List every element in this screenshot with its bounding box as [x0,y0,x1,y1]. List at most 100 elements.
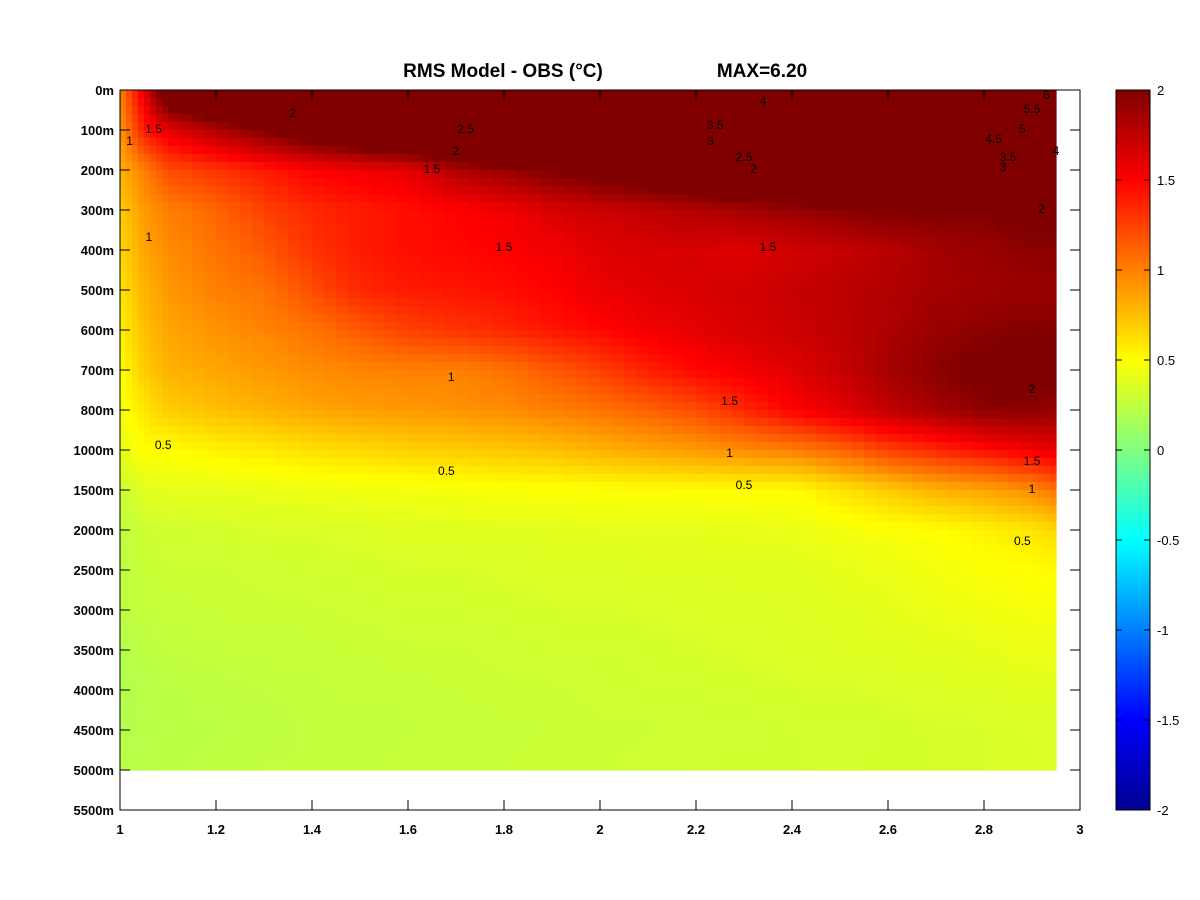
heatmap-cell [720,458,733,467]
heatmap-cell [504,234,517,243]
heatmap-cell [588,426,601,435]
heatmap-cell [348,162,361,171]
heatmap-cell [204,130,217,139]
heatmap-cell [816,330,829,339]
heatmap-cell [162,130,169,139]
heatmap-cell [1044,314,1051,323]
heatmap-cell [444,298,457,307]
heatmap-cell [168,378,181,387]
heatmap-cell [408,290,421,299]
heatmap-cell [480,338,493,347]
heatmap-cell [912,490,925,499]
heatmap-cell [576,282,589,291]
heatmap-cell [684,218,697,227]
heatmap-cell [138,410,145,419]
heatmap-cell [960,346,973,355]
heatmap-cell [420,538,433,547]
heatmap-cell [936,450,949,459]
heatmap-cell [648,434,661,443]
heatmap-cell [552,522,565,531]
heatmap-cell [612,154,625,163]
heatmap-cell [150,162,157,171]
heatmap-cell [600,186,613,195]
heatmap-cell [840,154,853,163]
heatmap-cell [696,226,709,235]
heatmap-cell [732,202,745,211]
heatmap-cell [900,114,913,123]
heatmap-cell [912,194,925,203]
heatmap-cell [996,394,1009,403]
heatmap-cell [1032,186,1039,195]
heatmap-cell [1038,194,1045,203]
heatmap-cell [540,266,553,275]
heatmap-cell [936,146,949,155]
heatmap-cell [1032,370,1039,379]
heatmap-cell [216,170,229,179]
heatmap-cell [276,130,289,139]
heatmap-cell [792,538,805,547]
heatmap-cell [1050,274,1057,283]
heatmap-cell [348,290,361,299]
heatmap-cell [888,546,901,555]
heatmap-cell [252,170,265,179]
heatmap-cell [288,322,301,331]
heatmap-cell [396,98,409,107]
heatmap-cell [876,546,889,555]
heatmap-cell [228,290,241,299]
heatmap-cell [456,170,469,179]
heatmap-cell [252,410,265,419]
heatmap-cell [276,330,289,339]
heatmap-cell [1008,410,1021,419]
heatmap-cell [264,306,277,315]
heatmap-cell [528,306,541,315]
heatmap-cell [216,122,229,131]
heatmap-cell [732,410,745,419]
heatmap-cell [396,354,409,363]
heatmap-cell [384,210,397,219]
heatmap-cell [960,362,973,371]
heatmap-cell [504,290,517,299]
heatmap-cell [792,242,805,251]
heatmap-cell [228,490,241,499]
heatmap-cell [912,162,925,171]
heatmap-cell [840,178,853,187]
heatmap-cell [612,522,625,531]
heatmap-cell [1008,498,1021,507]
heatmap-cell [636,130,649,139]
heatmap-cell [864,330,877,339]
heatmap-cell [168,114,181,123]
heatmap-cell [468,474,481,483]
heatmap-cell [720,394,733,403]
heatmap-cell [516,386,529,395]
heatmap-cell [348,530,361,539]
heatmap-cell [840,186,853,195]
heatmap-cell [984,434,997,443]
heatmap-cell [732,506,745,515]
heatmap-cell [132,162,139,171]
heatmap-cell [780,162,793,171]
heatmap-cell [1044,90,1051,99]
heatmap-cell [192,546,205,555]
heatmap-cell [264,114,277,123]
heatmap-cell [936,546,949,555]
heatmap-cell [276,482,289,491]
heatmap-cell [480,306,493,315]
heatmap-cell [192,450,205,459]
heatmap-cell [900,530,913,539]
heatmap-cell [456,338,469,347]
heatmap-cell [336,274,349,283]
heatmap-cell [168,490,181,499]
heatmap-cell [324,482,337,491]
heatmap-cell [156,402,163,411]
heatmap-cell [276,362,289,371]
heatmap-cell [660,498,673,507]
heatmap-cell [516,394,529,403]
heatmap-cell [768,130,781,139]
heatmap-cell [1008,146,1021,155]
heatmap-cell [516,410,529,419]
heatmap-cell [756,138,769,147]
heatmap-cell [588,378,601,387]
heatmap-cell [138,242,145,251]
heatmap-cell [276,522,289,531]
heatmap-cell [276,554,289,563]
